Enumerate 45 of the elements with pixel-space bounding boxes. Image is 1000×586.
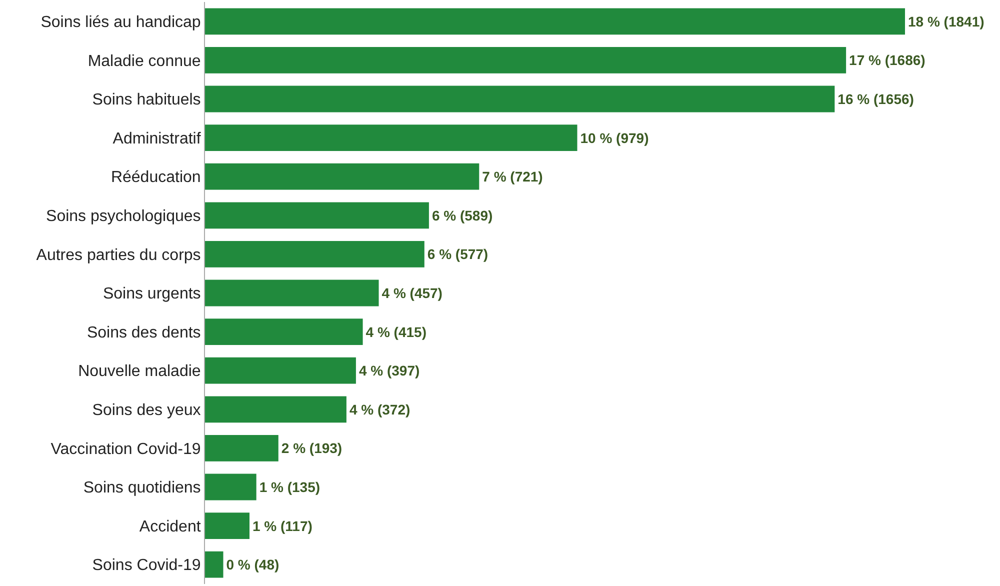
- bar: [205, 474, 256, 500]
- y-tick-label: Soins urgents: [102, 286, 201, 303]
- y-tick-label: Soins liés au handicap: [40, 14, 201, 31]
- data-label: 4 % (457): [382, 285, 442, 301]
- bar: [205, 8, 905, 35]
- bar: [205, 551, 224, 578]
- y-tick-label: Maladie connue: [88, 52, 201, 70]
- y-tick-label: Vaccination Covid-19: [50, 440, 201, 458]
- data-label: 10 % (979): [580, 130, 649, 146]
- y-tick-label: Accident: [139, 518, 202, 536]
- bar: [205, 512, 250, 539]
- data-label: 4 % (397): [358, 362, 420, 379]
- bar: [205, 357, 356, 384]
- y-tick-label: Soins quotidiens: [83, 480, 201, 497]
- y-tick-label: Soins habituels: [92, 92, 201, 109]
- y-tick-label: Soins des yeux: [92, 402, 201, 419]
- y-tick-label: Autres parties du corps: [36, 246, 201, 264]
- data-label: 4 % (372): [349, 401, 410, 418]
- bar: [205, 396, 346, 423]
- y-tick-label: Nouvelle maladie: [78, 363, 201, 380]
- bar: [205, 318, 363, 345]
- data-label: 1 % (135): [259, 479, 320, 495]
- y-tick-label: Rééducation: [110, 169, 201, 186]
- bar: [205, 280, 379, 306]
- bar: [205, 47, 846, 74]
- bar: [205, 202, 429, 229]
- bar: [205, 241, 424, 268]
- data-label: 0 % (48): [226, 556, 280, 573]
- data-label: 2 % (193): [281, 440, 342, 456]
- data-label: 1 % (117): [252, 518, 312, 534]
- y-tick-label: Soins psychologiques: [46, 208, 201, 225]
- data-label: 17 % (1686): [849, 52, 926, 68]
- data-label: 6 % (577): [427, 246, 488, 262]
- y-tick-label: Soins des dents: [86, 324, 201, 342]
- data-label: 18 % (1841): [908, 13, 984, 30]
- y-tick-label: Soins Covid-19: [92, 557, 201, 574]
- y-tick-label: Administratif: [112, 130, 202, 148]
- data-label: 16 % (1656): [838, 91, 914, 107]
- bar: [205, 124, 578, 151]
- data-label: 7 % (721): [482, 168, 543, 185]
- bar: [205, 435, 278, 462]
- bar: [205, 86, 835, 112]
- data-label: 6 % (589): [432, 207, 493, 224]
- bar: [205, 163, 480, 190]
- data-label: 4 % (415): [366, 324, 426, 340]
